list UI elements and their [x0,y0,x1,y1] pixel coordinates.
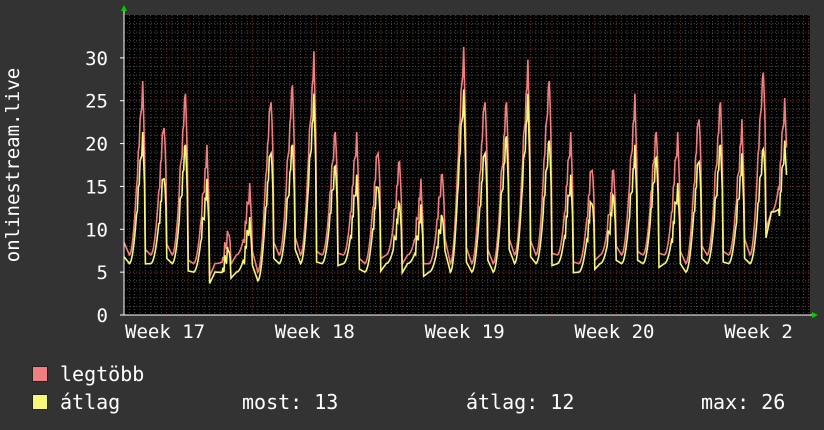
y-tick-labels: 0 5 10 15 20 25 30 [85,48,124,327]
series-line-avg [123,89,788,284]
legend-swatch-avg [32,394,48,410]
y-axis-label: onlinestream.live [2,68,24,262]
y-tick-label: 15 [85,176,108,198]
legend-item-avg: átlag [32,390,120,414]
stat-current: most: 13 [242,390,339,414]
x-tick-label: Week 19 [425,321,505,343]
axes [121,5,818,318]
x-tick-label: Week 20 [574,321,654,343]
x-tick-label: Week 2 [724,321,793,343]
legend-item-max: legtöbb [32,362,144,386]
minor-grid [124,15,810,315]
series-line-max [123,46,788,277]
y-tick-label: 0 [97,305,108,327]
x-tick-labels: Week 17 Week 18 Week 19 Week 20 Week 2 [125,321,793,343]
series-layer [123,46,788,284]
y-axis-arrow [121,5,127,11]
x-tick-label: Week 17 [125,321,205,343]
y-tick-label: 10 [85,219,108,241]
y-tick-label: 20 [85,134,108,156]
legend-label-max: legtöbb [60,362,145,386]
x-tick-label: Week 18 [275,321,355,343]
stat-max: max: 26 [701,390,786,414]
stat-average: átlag: 12 [466,390,575,414]
y-tick-label: 5 [97,262,108,284]
y-tick-label: 25 [85,91,108,113]
y-tick-label: 30 [85,48,108,70]
x-axis-arrow [812,312,818,318]
legend-swatch-max [32,366,48,382]
legend-label-avg: átlag [60,390,121,414]
